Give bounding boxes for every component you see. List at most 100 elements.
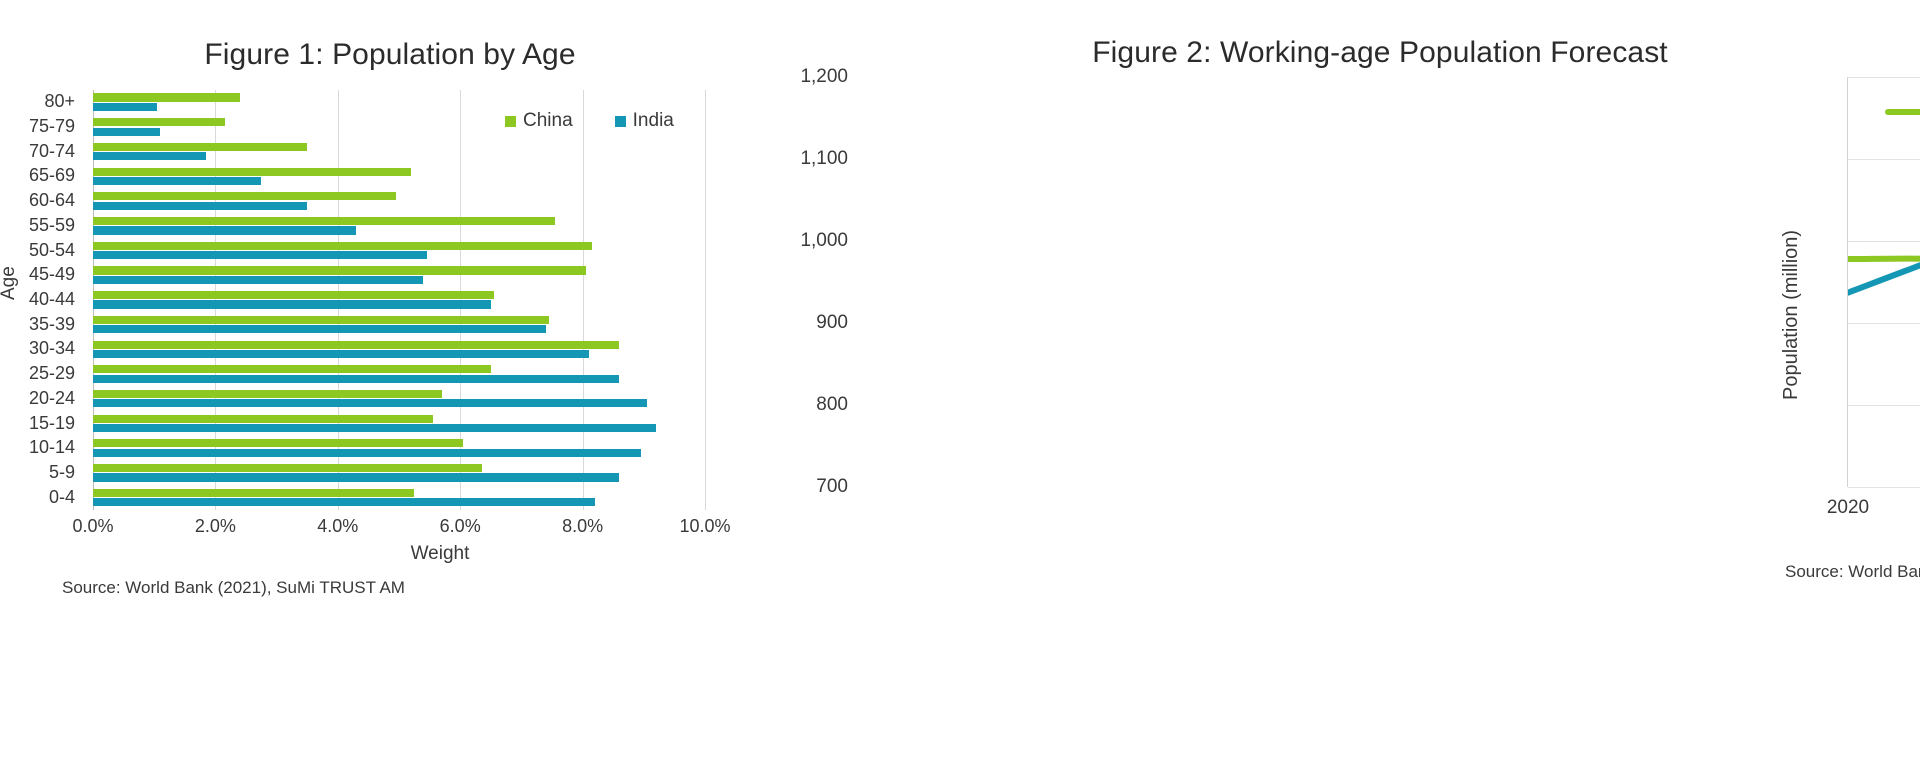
figure-1-bar-india (93, 226, 357, 235)
figure-2-x-axis-title: Year (1848, 527, 1920, 550)
figure-1-category-label: 25-29 (28, 363, 75, 384)
figure-2-y-axis-line (1847, 77, 1848, 487)
figure-1-bar-group (93, 164, 705, 189)
figure-2-gridline (1848, 159, 1920, 160)
figure-1-bar-india (93, 374, 620, 383)
figure-2-y-tick-label: 1,100 (800, 148, 848, 169)
figure-2-series-line-india (1848, 262, 1920, 296)
figure-1-x-axis-title: Weight (410, 543, 470, 564)
figure-1-bar-china (93, 340, 620, 349)
figure-1-bar-china (93, 414, 433, 423)
figure-1-category-label: 40-44 (28, 289, 75, 309)
figure-1-bar-india (93, 127, 161, 136)
figure-1-bar-group (93, 139, 705, 164)
figure-1-x-tick-label: 2.0% (194, 516, 236, 536)
figure-1-bar-india (93, 300, 491, 309)
figure-2-title: Figure 2: Working-age Population Forecas… (1092, 36, 1668, 69)
figure-1-population-by-age: Figure 1: Population by Age Age China In… (0, 0, 780, 767)
figure-1-x-tick-label: 6.0% (439, 516, 481, 536)
figure-1-category-label: 45-49 (28, 264, 75, 285)
figure-2-legend: China India (1885, 100, 1920, 123)
figure-1-bar-china (93, 266, 586, 275)
figure-2-plot-area (1848, 77, 1920, 488)
figure-1-bar-group (93, 411, 705, 436)
figure-1-legend-label-china: China (523, 110, 573, 131)
figure-1-bar-group (93, 214, 705, 239)
figure-2-y-tick-label: 700 (816, 476, 848, 497)
figure-1-title: Figure 1: Population by Age (204, 38, 576, 71)
figure-2-y-tick-label: 1,000 (800, 230, 848, 251)
figure-2-x-tick-label: 2020 (1826, 497, 1870, 518)
figure-1-x-tick-label: 0.0% (72, 516, 114, 536)
figure-1-bar-group (93, 436, 705, 461)
figure-1-x-tick-label: 10.0% (679, 516, 731, 536)
figure-2-gridline (1848, 77, 1920, 78)
india-swatch-icon (614, 115, 626, 127)
figure-1-gridline (582, 90, 584, 510)
figure-1-bar-china (93, 118, 225, 127)
figure-1-bar-india (93, 448, 641, 457)
figure-1-category-label: 15-19 (28, 412, 75, 433)
figure-2-y-tick-label: 800 (816, 394, 848, 415)
figure-1-category-label: 20-24 (28, 387, 75, 408)
figure-1-category-label: 75-79 (28, 116, 75, 137)
figure-1-category-label: 80+ (44, 91, 75, 112)
figure-1-bar-india (93, 424, 657, 433)
figure-2-gridline (1848, 241, 1920, 242)
figure-1-category-label: 55-59 (28, 214, 75, 235)
figure-1-category-label: 0-4 (48, 486, 75, 507)
figure-1-bar-group (93, 461, 705, 486)
figure-1-bar-india (93, 275, 424, 284)
figure-1-source: Source: World Bank (2021), SuMi TRUST AM (62, 578, 405, 597)
figure-1-category-label: 10-14 (28, 437, 75, 458)
figure-2-gridline (1848, 405, 1920, 406)
figure-1-bar-china (93, 241, 592, 250)
figure-1-bar-group (93, 263, 705, 288)
figure-1-bar-india (93, 152, 207, 161)
figure-1-bar-china (93, 167, 412, 176)
figure-1-category-label: 70-74 (28, 140, 75, 161)
figure-1-bar-china (93, 142, 308, 151)
figure-1-category-label: 30-34 (28, 338, 75, 359)
figure-1-bar-india (93, 102, 158, 111)
figure-2-working-age-population-forecast: Figure 2: Working-age Population Forecas… (780, 0, 1920, 767)
figure-1-bar-china (93, 365, 491, 374)
figure-1-bar-group (93, 312, 705, 337)
figure-1-bar-china (93, 216, 556, 226)
figure-1-category-label: 60-64 (28, 190, 75, 211)
figure-1-gridline (460, 90, 462, 510)
figure-1-category-label: 65-69 (28, 165, 75, 186)
figure-1-bar-china (93, 315, 549, 324)
figure-1-gridline (705, 90, 706, 510)
figure-1-bar-china (93, 488, 415, 497)
figure-1-legend-label-india: India (632, 110, 674, 131)
figure-1-bar-india (93, 325, 546, 334)
figure-1-y-axis-line (93, 90, 94, 510)
figure-1-bar-china (93, 439, 464, 448)
figure-1-bar-india (93, 349, 589, 359)
figure-1-bar-india (93, 498, 595, 507)
figure-1-bar-group (93, 485, 705, 510)
figure-2-source: Source: World Bank (Data as of May 2023)… (1785, 562, 1920, 581)
figure-1-bar-india (93, 473, 620, 482)
china-line-swatch-icon (1885, 108, 1920, 115)
figure-1-bar-group (93, 90, 705, 115)
figure-2-y-tick-label: 900 (816, 312, 848, 333)
figure-1-legend-item-india: India (614, 110, 674, 132)
figure-1-bar-china (93, 291, 494, 300)
figure-2-y-tick-label: 1,200 (800, 66, 848, 87)
figure-1-bar-india (93, 201, 308, 210)
figure-1-bar-group (93, 337, 705, 362)
figure-2-legend-item-china: China (1885, 100, 1920, 123)
figure-1-category-label: 50-54 (28, 239, 75, 260)
figure-1-bar-group (93, 115, 705, 140)
figure-1-bar-group (93, 362, 705, 387)
figure-2-y-axis-title: Population (million) (1780, 229, 1802, 400)
figure-1-gridline (337, 90, 339, 510)
figure-1-bar-india (93, 399, 647, 408)
figure-2-lines (1848, 255, 1920, 296)
figure-1-category-label: 5-9 (48, 461, 75, 482)
figure-1-x-tick-label: 8.0% (562, 516, 604, 536)
figure-1-legend: China India (505, 110, 674, 132)
